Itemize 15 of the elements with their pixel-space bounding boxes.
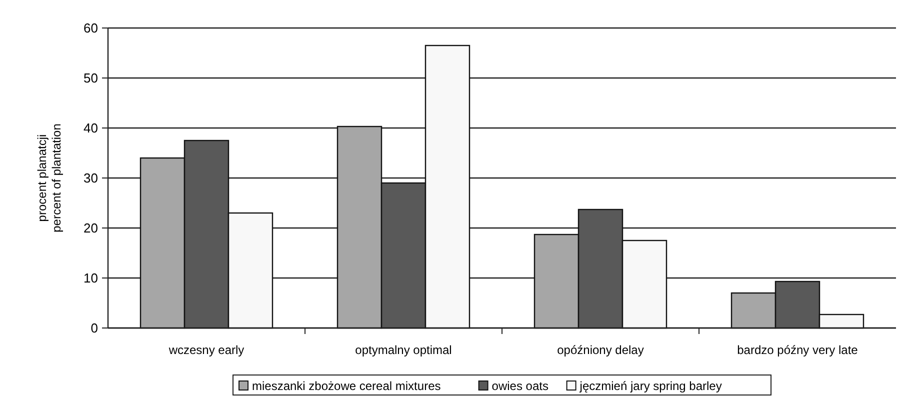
y-tick-label: 20 [84, 220, 98, 236]
legend-label: owies oats [492, 379, 549, 394]
legend-label: jęczmień jary spring barley [578, 379, 722, 394]
y-tick-label: 60 [84, 20, 98, 36]
legend-label: mieszanki zbożowe cereal mixtures [252, 379, 441, 394]
x-tick-label: wczesny early [168, 343, 244, 357]
x-tick-label: opóźniony delay [557, 343, 644, 357]
x-tick-label: bardzo późny very late [737, 343, 858, 357]
y-tick-label: 40 [84, 120, 98, 136]
y-tick-label: 50 [84, 70, 98, 86]
y-tick-label: 30 [84, 170, 98, 186]
y-axis-title: procent planatcji percent of plantation [35, 124, 64, 232]
y-tick-label: 10 [84, 270, 98, 286]
x-tick-label: optymalny optimal [355, 343, 452, 357]
y-tick-label: 0 [90, 320, 98, 336]
